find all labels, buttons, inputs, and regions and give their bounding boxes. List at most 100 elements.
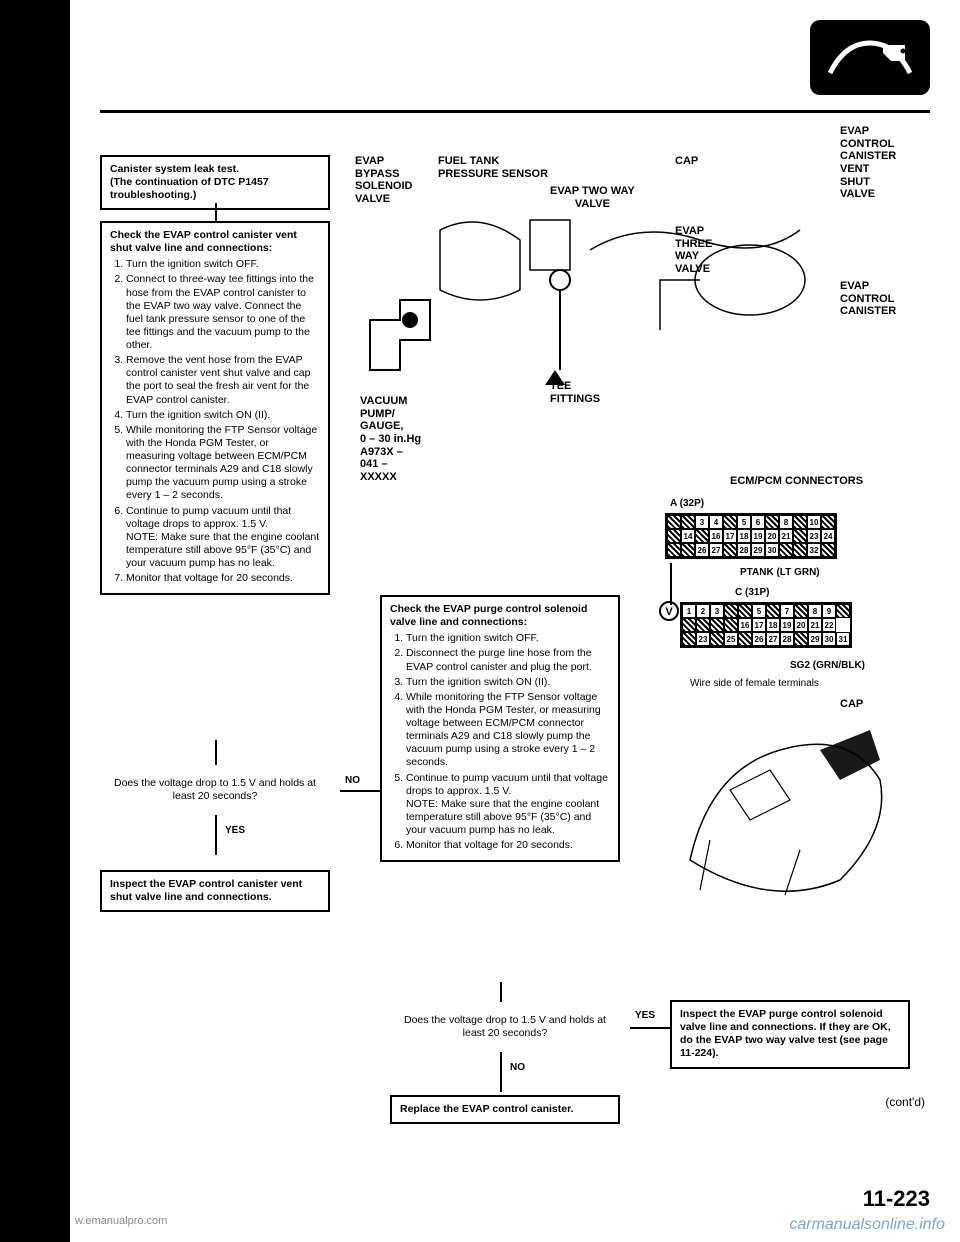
connector-cell: 32 (807, 543, 821, 557)
check-vent-item-6: Continue to pump vacuum until that volta… (126, 505, 320, 571)
flow-line-3 (215, 815, 217, 855)
connector-cell: 26 (752, 632, 766, 646)
decision-2: Does the voltage drop to 1.5 V and holds… (380, 1002, 630, 1052)
connector-cell: 25 (724, 632, 738, 646)
binding-tab-2 (10, 610, 65, 680)
label-evap-cc: EVAP CONTROL CANISTER (840, 280, 896, 318)
box-check-vent-head: Check the EVAP control canister vent shu… (110, 229, 320, 255)
box-start-line2: (The continuation of DTC P1457 troublesh… (110, 176, 269, 201)
connector-cell (724, 604, 738, 618)
connector-cell: 30 (765, 543, 779, 557)
label-evap-ccv: EVAP CONTROL CANISTER VENT SHUT VALVE (840, 125, 896, 201)
connector-cell (821, 543, 835, 557)
box-check-purge-list: Turn the ignition switch OFF. Disconnect… (406, 632, 610, 852)
connector-cell: 28 (780, 632, 794, 646)
label-a32p: A (32P) (670, 498, 704, 509)
label-yes-2: YES (635, 1010, 655, 1021)
decision-1: Does the voltage drop to 1.5 V and holds… (90, 765, 340, 815)
box-inspect-vent-text: Inspect the EVAP control canister vent s… (110, 878, 302, 903)
flow-line-4 (500, 982, 502, 1002)
connector-cell: 20 (765, 529, 779, 543)
connector-cell (724, 618, 738, 632)
label-cap: CAP (675, 155, 698, 168)
connector-cell: 3 (695, 515, 709, 529)
connector-cell (794, 604, 808, 618)
connector-cell: 17 (752, 618, 766, 632)
check-purge-item-4: While monitoring the FTP Sensor voltage … (406, 691, 610, 770)
connector-cell: 8 (779, 515, 793, 529)
box-inspect-purge: Inspect the EVAP purge control solenoid … (670, 1000, 910, 1069)
connector-cell (836, 604, 850, 618)
header-rule (100, 110, 930, 113)
check-purge-item-1: Turn the ignition switch OFF. (406, 632, 610, 645)
connector-cell: 28 (737, 543, 751, 557)
connector-cell (766, 604, 780, 618)
connector-cell (793, 543, 807, 557)
connector-cell: 16 (709, 529, 723, 543)
brand-logo (810, 20, 930, 95)
label-evap-bypass: EVAP BYPASS SOLENOID VALVE (355, 155, 412, 206)
check-vent-item-7: Monitor that voltage for 20 seconds. (126, 572, 320, 585)
connector-cell (821, 515, 835, 529)
connector-cell (667, 529, 681, 543)
connector-cell: 4 (709, 515, 723, 529)
connector-cell: 1 (682, 604, 696, 618)
connector-cell (794, 632, 808, 646)
diagram-evap-system (360, 200, 830, 390)
connector-cell: 18 (766, 618, 780, 632)
check-purge-item-5: Continue to pump vacuum until that volta… (406, 772, 610, 838)
connector-cell (682, 632, 696, 646)
connector-cell: 8 (808, 604, 822, 618)
box-inspect-vent: Inspect the EVAP control canister vent s… (100, 870, 330, 912)
flow-line-5 (500, 1052, 502, 1092)
check-vent-item-3: Remove the vent hose from the EVAP contr… (126, 354, 320, 407)
connector-cell (793, 515, 807, 529)
connector-cell: 20 (794, 618, 808, 632)
svg-text:V: V (665, 606, 673, 618)
connector-cell (723, 543, 737, 557)
connector-cell: 3 (710, 604, 724, 618)
connector-cell: 17 (723, 529, 737, 543)
connector-cell: 29 (808, 632, 822, 646)
contd-label: (cont'd) (885, 1095, 925, 1109)
flow-line-2 (215, 740, 217, 765)
connector-cell: 5 (752, 604, 766, 618)
connector-cell: 26 (695, 543, 709, 557)
label-fuel-tank: FUEL TANK PRESSURE SENSOR (438, 155, 548, 180)
connector-cell (682, 618, 696, 632)
flow-hline-2 (630, 1027, 670, 1029)
check-vent-item-2: Connect to three-way tee fittings into t… (126, 273, 320, 352)
box-check-vent: Check the EVAP control canister vent shu… (100, 221, 330, 595)
connector-cell: 19 (751, 529, 765, 543)
decision-1-text: Does the voltage drop to 1.5 V and holds… (108, 777, 322, 802)
conn-vline (670, 563, 672, 605)
check-vent-item-5: While monitoring the FTP Sensor voltage … (126, 424, 320, 503)
connector-cell (723, 515, 737, 529)
box-check-purge: Check the EVAP purge control solenoid va… (380, 595, 620, 862)
connector-cell (667, 543, 681, 557)
connector-cell: 24 (821, 529, 835, 543)
connector-cell: 19 (780, 618, 794, 632)
connector-cell (765, 515, 779, 529)
connector-cell: 27 (709, 543, 723, 557)
connector-cell (695, 529, 709, 543)
label-wire-side: Wire side of female terminals (690, 678, 819, 689)
connector-cell: 27 (766, 632, 780, 646)
connectors-title: ECM/PCM CONNECTORS (730, 475, 863, 487)
check-purge-item-2: Disconnect the purge line hose from the … (406, 647, 610, 673)
box-replace: Replace the EVAP control canister. (390, 1095, 620, 1124)
label-no-2: NO (510, 1062, 525, 1073)
connector-cell (710, 618, 724, 632)
page-number: 11-223 (863, 1186, 930, 1212)
connector-cell (793, 529, 807, 543)
box-replace-text: Replace the EVAP control canister. (400, 1103, 574, 1115)
diagram-canister-cap (670, 710, 900, 910)
label-yes-1: YES (225, 825, 245, 836)
connector-cell (779, 543, 793, 557)
connector-cell (738, 604, 752, 618)
check-vent-item-4: Turn the ignition switch ON (II). (126, 409, 320, 422)
connector-cell: 23 (696, 632, 710, 646)
connector-cell: 29 (751, 543, 765, 557)
connector-c-table: 1235789 16171819202122 2325262728293031 (680, 602, 852, 648)
watermark-right: carmanualsonline.info (789, 1216, 945, 1234)
